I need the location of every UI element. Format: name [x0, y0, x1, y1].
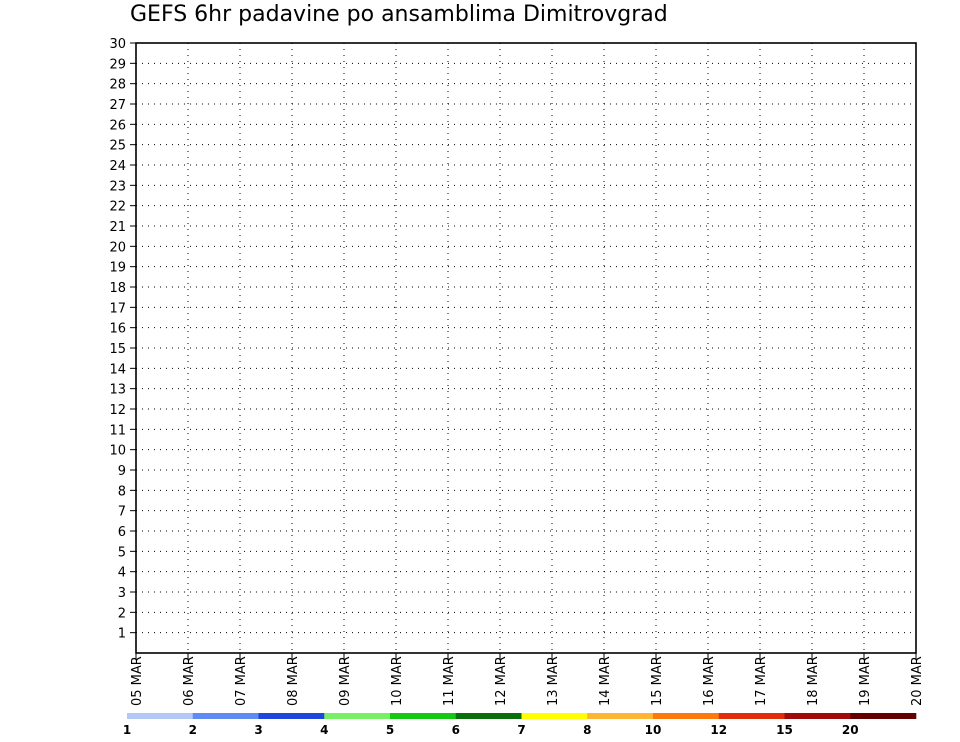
y-tick-label: 19 [109, 261, 126, 276]
colorbar-segment [653, 713, 720, 719]
chart-title: GEFS 6hr padavine po ansamblima Dimitrov… [130, 2, 668, 27]
x-tick-label: 07 MAR [234, 656, 249, 706]
colorbar-label: 5 [386, 723, 394, 737]
colorbar-label: 15 [776, 723, 793, 737]
y-tick-label: 21 [109, 220, 126, 235]
y-tick-label: 29 [109, 57, 126, 72]
colorbar-segment [521, 713, 588, 719]
colorbar-label: 7 [517, 723, 525, 737]
colorbar-segment [324, 713, 391, 719]
y-tick-label: 8 [118, 484, 126, 499]
colorbar-segment [455, 713, 522, 719]
y-tick-label: 1 [118, 627, 126, 642]
colorbar-segment [192, 713, 259, 719]
y-tick-label: 28 [109, 78, 126, 93]
colorbar-segment [127, 713, 194, 719]
x-tick-label: 06 MAR [182, 656, 197, 706]
y-tick-label: 25 [109, 139, 126, 154]
x-tick-label: 14 MAR [598, 656, 613, 706]
x-tick-label: 17 MAR [754, 656, 769, 706]
y-tick-label: 7 [118, 505, 126, 520]
colorbar-label: 3 [254, 723, 262, 737]
x-tick-label: 15 MAR [650, 656, 665, 706]
y-tick-label: 5 [118, 545, 126, 560]
y-tick-label: 14 [109, 362, 126, 377]
colorbar-segment [718, 713, 785, 719]
x-tick-label: 05 MAR [130, 656, 145, 706]
colorbar-label: 10 [645, 723, 662, 737]
y-tick-label: 26 [109, 118, 126, 133]
y-tick-label: 13 [109, 383, 126, 398]
y-tick-label: 3 [118, 586, 126, 601]
colorbar-segment [390, 713, 457, 719]
y-tick-label: 9 [118, 464, 126, 479]
colorbar-segment [587, 713, 654, 719]
x-tick-label: 16 MAR [702, 656, 717, 706]
y-tick-label: 18 [109, 281, 126, 296]
x-tick-label: 18 MAR [806, 656, 821, 706]
colorbar-label: 20 [842, 723, 859, 737]
y-tick-label: 27 [109, 98, 126, 113]
y-tick-label: 4 [118, 566, 126, 581]
x-tick-label: 20 MAR [910, 656, 925, 706]
colorbar-segment [258, 713, 325, 719]
colorbar-label: 8 [583, 723, 591, 737]
y-tick-label: 23 [109, 179, 126, 194]
x-tick-label: 12 MAR [494, 656, 509, 706]
x-tick-label: 09 MAR [338, 656, 353, 706]
y-tick-label: 30 [109, 37, 126, 52]
y-tick-label: 6 [118, 525, 126, 540]
colorbar-label: 6 [452, 723, 460, 737]
colorbar-segment [850, 713, 917, 719]
y-tick-label: 15 [109, 342, 126, 357]
x-tick-label: 08 MAR [286, 656, 301, 706]
colorbar-label: 12 [710, 723, 727, 737]
x-tick-label: 19 MAR [858, 656, 873, 706]
y-tick-label: 2 [118, 606, 126, 621]
x-tick-label: 11 MAR [442, 656, 457, 706]
y-tick-label: 16 [109, 322, 126, 337]
colorbar-segment [784, 713, 851, 719]
x-tick-label: 10 MAR [390, 656, 405, 706]
colorbar-label: 2 [189, 723, 197, 737]
colorbar-label: 1 [123, 723, 131, 737]
y-tick-label: 22 [109, 200, 126, 215]
colorbar-label: 4 [320, 723, 328, 737]
x-tick-label: 13 MAR [546, 656, 561, 706]
y-tick-label: 17 [109, 301, 126, 316]
y-tick-label: 10 [109, 444, 126, 459]
y-tick-label: 12 [109, 403, 126, 418]
y-tick-label: 11 [109, 423, 126, 438]
y-tick-label: 20 [109, 240, 126, 255]
y-tick-label: 24 [109, 159, 126, 174]
